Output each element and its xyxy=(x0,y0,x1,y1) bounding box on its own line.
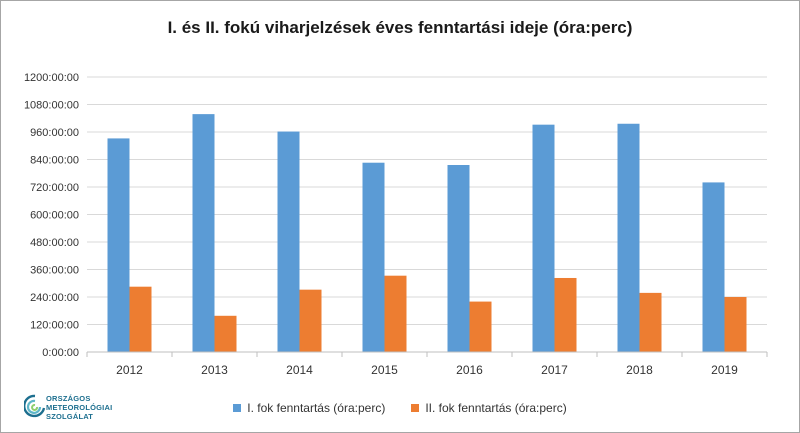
logo-line: METEOROLÓGIAI xyxy=(46,403,113,412)
x-tick-label: 2013 xyxy=(201,363,228,377)
bar xyxy=(192,114,215,352)
x-tick-label: 2018 xyxy=(626,363,653,377)
x-tick-label: 2016 xyxy=(456,363,483,377)
x-tick-label: 2015 xyxy=(371,363,398,377)
bar xyxy=(532,124,555,353)
bar xyxy=(277,131,300,352)
legend-swatch xyxy=(411,404,420,412)
x-tick-label: 2014 xyxy=(286,363,313,377)
x-axis: 2012 2013 2014 2015 2016 2017 2018 2019 xyxy=(86,351,768,377)
bar xyxy=(617,123,640,352)
bar xyxy=(299,289,322,352)
bar xyxy=(639,292,662,352)
y-tick-label: 120:00:00 xyxy=(30,320,79,332)
x-tick-label: 2019 xyxy=(711,363,738,377)
y-tick-label: 240:00:00 xyxy=(30,292,79,304)
logo-line: ORSZÁGOS xyxy=(46,394,91,403)
bar xyxy=(129,286,152,352)
y-tick-label: 1080:00:00 xyxy=(24,100,79,112)
legend-swatch xyxy=(233,404,242,412)
y-tick-label: 720:00:00 xyxy=(30,182,79,194)
bar xyxy=(554,277,577,352)
y-tick-label: 480:00:00 xyxy=(30,237,79,249)
y-tick-label: 1200:00:00 xyxy=(24,72,79,84)
legend-item: II. fok fenntartás (óra:perc) xyxy=(411,401,567,415)
logo-icon xyxy=(23,394,46,418)
y-tick-label: 360:00:00 xyxy=(30,265,79,277)
gridlines xyxy=(87,76,767,325)
logo: ORSZÁGOS METEOROLÓGIAI SZOLGÁLAT xyxy=(23,392,164,428)
bar xyxy=(362,162,385,352)
bar xyxy=(107,138,130,352)
bar xyxy=(469,301,492,352)
x-tick-label: 2017 xyxy=(541,363,568,377)
legend-label: I. fok fenntartás (óra:perc) xyxy=(247,401,386,415)
logo-text: ORSZÁGOS METEOROLÓGIAI SZOLGÁLAT xyxy=(46,394,112,421)
bar xyxy=(214,315,237,352)
legend-item: I. fok fenntartás (óra:perc) xyxy=(233,401,385,415)
y-tick-label: 0:00:00 xyxy=(42,347,79,359)
legend: I. fok fenntartás (óra:perc) II. fok fenn… xyxy=(0,401,800,415)
bar xyxy=(724,297,747,352)
y-axis: 0:00:00 120:00:00 240:00:00 360:00:00 480:00… xyxy=(24,72,79,359)
x-tick-label: 2012 xyxy=(116,363,143,377)
bars xyxy=(107,114,747,353)
logo-line: SZOLGÁLAT xyxy=(46,412,94,421)
legend-label: II. fok fenntartás (óra:perc) xyxy=(425,401,567,415)
y-tick-label: 960:00:00 xyxy=(30,127,79,139)
bar xyxy=(702,182,725,352)
y-tick-label: 840:00:00 xyxy=(30,155,79,167)
bar xyxy=(384,275,407,352)
y-tick-label: 600:00:00 xyxy=(30,210,79,222)
bar xyxy=(447,165,470,352)
chart-title: I. és II. fokú viharjelzések éves fennta… xyxy=(167,18,633,37)
